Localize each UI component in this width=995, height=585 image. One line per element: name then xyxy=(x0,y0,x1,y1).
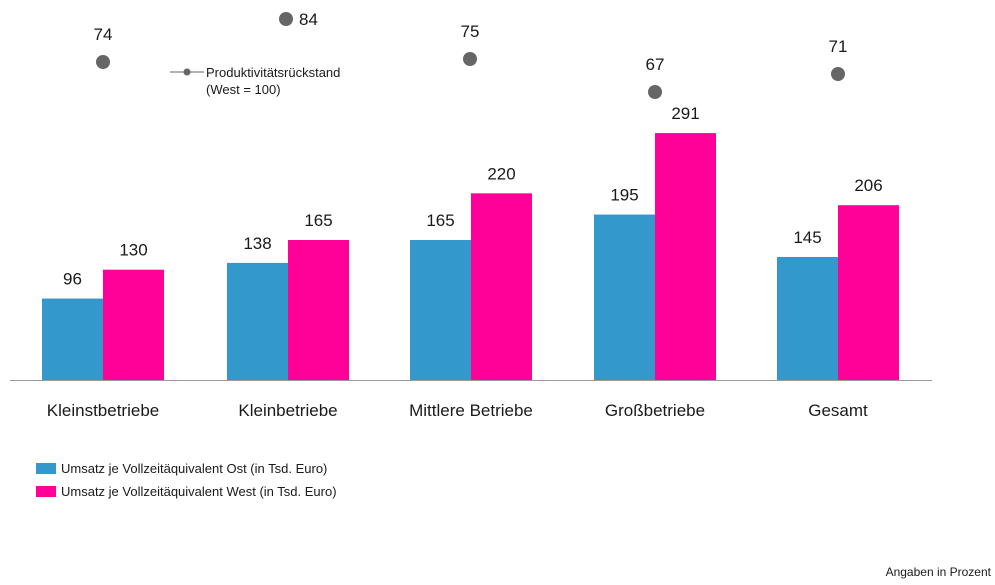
productivity-dot xyxy=(831,67,845,81)
productivity-labels: 74 84 75 67 71 xyxy=(94,10,848,74)
productivity-dot xyxy=(463,52,477,66)
bar-value-label-west: 165 xyxy=(304,211,332,230)
bar-value-label-ost: 165 xyxy=(426,211,454,230)
legend: Umsatz je Vollzeitäquivalent Ost (in Tsd… xyxy=(36,457,337,503)
legend-label-west: Umsatz je Vollzeitäquivalent West (in Ts… xyxy=(61,484,337,499)
bar-value-label-west: 130 xyxy=(119,241,147,260)
bar-ost xyxy=(594,214,655,380)
productivity-value-label: 75 xyxy=(461,22,480,41)
bar-value-label-west: 206 xyxy=(854,176,882,195)
productivity-legend-marker xyxy=(183,68,191,76)
bar-west xyxy=(471,193,532,380)
legend-swatch-west xyxy=(36,486,56,497)
productivity-legend-label-line1: Produktivitätsrückstand xyxy=(206,65,340,80)
productivity-value-label: 71 xyxy=(829,37,848,56)
bar-ost xyxy=(42,298,103,380)
bars xyxy=(42,133,899,380)
productivity-legend: Produktivitätsrückstand (West = 100) xyxy=(170,65,340,97)
bar-west xyxy=(288,239,349,380)
productivity-dots xyxy=(96,12,845,99)
bar-west xyxy=(103,269,164,380)
bar-value-label-ost: 96 xyxy=(63,270,82,289)
bar-value-label-ost: 138 xyxy=(243,234,271,253)
bar-west xyxy=(838,205,899,380)
productivity-dot xyxy=(279,12,293,26)
bar-value-label-ost: 145 xyxy=(793,228,821,247)
category-label: Großbetriebe xyxy=(605,401,705,420)
bar-ost xyxy=(777,256,838,380)
category-label: Kleinbetriebe xyxy=(238,401,337,420)
legend-swatch-ost xyxy=(36,463,56,474)
productivity-dot xyxy=(648,85,662,99)
productivity-value-label: 84 xyxy=(299,10,318,29)
productivity-dot xyxy=(96,55,110,69)
category-label: Mittlere Betriebe xyxy=(409,401,533,420)
bar-value-label-west: 220 xyxy=(487,164,515,183)
legend-label-ost: Umsatz je Vollzeitäquivalent Ost (in Tsd… xyxy=(61,461,328,476)
category-label: Gesamt xyxy=(808,401,868,420)
bar-ost xyxy=(410,239,471,380)
bar-value-label-west: 291 xyxy=(671,104,699,123)
category-labels: Kleinstbetriebe Kleinbetriebe Mittlere Bet… xyxy=(47,401,868,420)
bar-ost xyxy=(227,262,288,380)
productivity-value-label: 74 xyxy=(94,25,113,44)
bar-value-labels: 96 130 138 165 165 220 195 291 145 206 xyxy=(63,104,883,288)
productivity-value-label: 67 xyxy=(646,55,665,74)
bar-chart: 96 130 138 165 165 220 195 291 145 206 Kleinstbet… xyxy=(10,10,932,420)
productivity-legend-label-line2: (West = 100) xyxy=(206,82,281,97)
bar-value-label-ost: 195 xyxy=(610,186,638,205)
bar-west xyxy=(655,133,716,380)
category-label: Kleinstbetriebe xyxy=(47,401,159,420)
legend-item-west: Umsatz je Vollzeitäquivalent West (in Ts… xyxy=(36,480,337,503)
footnote: Angaben in Prozent xyxy=(885,565,991,579)
legend-item-ost: Umsatz je Vollzeitäquivalent Ost (in Tsd… xyxy=(36,457,337,480)
